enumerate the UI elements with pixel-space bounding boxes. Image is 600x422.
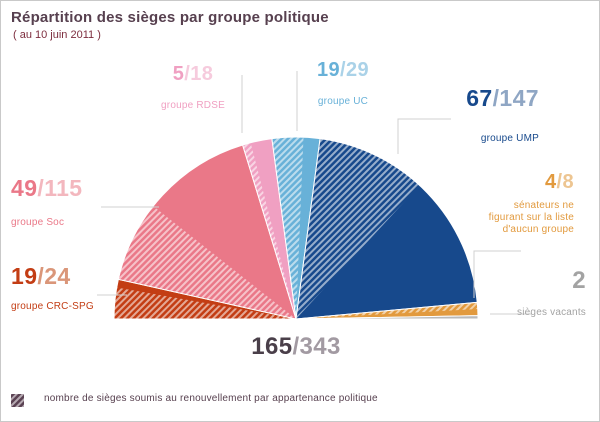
- vacants-name: sièges vacants: [517, 306, 586, 318]
- total-fraction: 165/343: [228, 333, 364, 361]
- fraction-separator: /: [492, 85, 500, 111]
- soc-total: /115: [37, 175, 82, 201]
- hemicycle-slices: [113, 136, 479, 320]
- label-group-uc: 19/29 groupe UC: [297, 59, 389, 108]
- label-group-rdse: 5/18 groupe RDSE: [147, 63, 239, 112]
- uc-fraction: 19/29: [297, 59, 389, 82]
- rdse-total: /18: [184, 63, 213, 85]
- page-title: Répartition des sièges par groupe politi…: [11, 9, 329, 26]
- label-group-crc-spg: 19/24 groupe CRC-SPG: [11, 263, 121, 313]
- label-group-soc: 49/115 groupe Soc: [11, 175, 121, 229]
- fraction-separator: /: [556, 171, 563, 193]
- fraction-separator: /: [37, 263, 45, 289]
- slice-soc-renewed-hatch: [118, 206, 296, 319]
- page-subtitle: ( au 10 juin 2011 ): [13, 29, 101, 41]
- label-group-vacants: 2 sièges vacants: [466, 267, 586, 319]
- label-total: 165/343: [228, 333, 364, 361]
- slice-uc-renewed-hatch: [271, 136, 304, 319]
- slice-vacants: [295, 315, 479, 320]
- soc-renewed: 49: [11, 175, 38, 201]
- crc-spg-total: /24: [37, 263, 70, 289]
- leader-lines: [97, 71, 531, 315]
- leader-line-aucun: [473, 250, 521, 298]
- rdse-seats: 18: [190, 63, 214, 85]
- crc-spg-seats: 24: [44, 263, 71, 289]
- fraction-separator: /: [37, 175, 45, 201]
- slice-crc-spg-renewed-hatch: [114, 287, 296, 319]
- total-seats-wrap: /343: [292, 333, 340, 360]
- aucun-fraction: 4/8: [454, 171, 574, 194]
- total-seats: 343: [299, 333, 341, 360]
- uc-seats: 29: [345, 59, 370, 81]
- legend-text: nombre de sièges soumis au renouvellemen…: [44, 393, 378, 404]
- legend-swatch-hatch: [11, 394, 24, 407]
- slice-ump-renewed-hatch: [296, 138, 420, 319]
- fraction-separator: /: [292, 333, 300, 360]
- slice-aucun-renewed-hatch: [296, 302, 478, 319]
- crc-spg-name: groupe CRC-SPG: [11, 301, 94, 313]
- total-renewed: 165: [251, 333, 293, 360]
- legend-swatch: [11, 394, 24, 407]
- soc-name: groupe Soc: [11, 217, 65, 229]
- uc-renewed: 19: [316, 59, 341, 81]
- ump-name: groupe UMP: [480, 133, 539, 145]
- rdse-renewed: 5: [172, 63, 185, 85]
- aucun-renewed: 4: [544, 171, 557, 193]
- aucun-seats: 8: [562, 171, 574, 193]
- uc-total: /29: [340, 59, 369, 81]
- rdse-name: groupe RDSE: [161, 100, 225, 111]
- leader-line-ump: [397, 118, 451, 154]
- ump-seats: 147: [499, 85, 539, 111]
- crc-spg-renewed: 19: [11, 263, 38, 289]
- ump-total: /147: [493, 85, 539, 111]
- slice-rdse-renewed-hatch: [242, 142, 296, 319]
- fraction-separator: /: [184, 63, 191, 85]
- ump-renewed: 67: [466, 85, 493, 111]
- label-group-ump: 67/147 groupe UMP: [419, 85, 539, 145]
- fraction-separator: /: [340, 59, 346, 81]
- vacants-count: 2: [572, 267, 586, 294]
- label-group-aucun: 4/8 sénateurs ne figurant sur la liste d…: [454, 171, 574, 236]
- uc-name: groupe UC: [317, 96, 369, 107]
- legend: nombre de sièges soumis au renouvellemen…: [11, 393, 378, 404]
- soc-seats: 115: [44, 175, 83, 201]
- ump-fraction: 67/147: [419, 85, 539, 111]
- crc-spg-fraction: 19/24: [11, 263, 121, 289]
- soc-fraction: 49/115: [11, 175, 121, 201]
- aucun-total: /8: [557, 171, 575, 193]
- aucun-name: sénateurs ne figurant sur la liste d'auc…: [488, 200, 574, 235]
- rdse-fraction: 5/18: [147, 63, 239, 86]
